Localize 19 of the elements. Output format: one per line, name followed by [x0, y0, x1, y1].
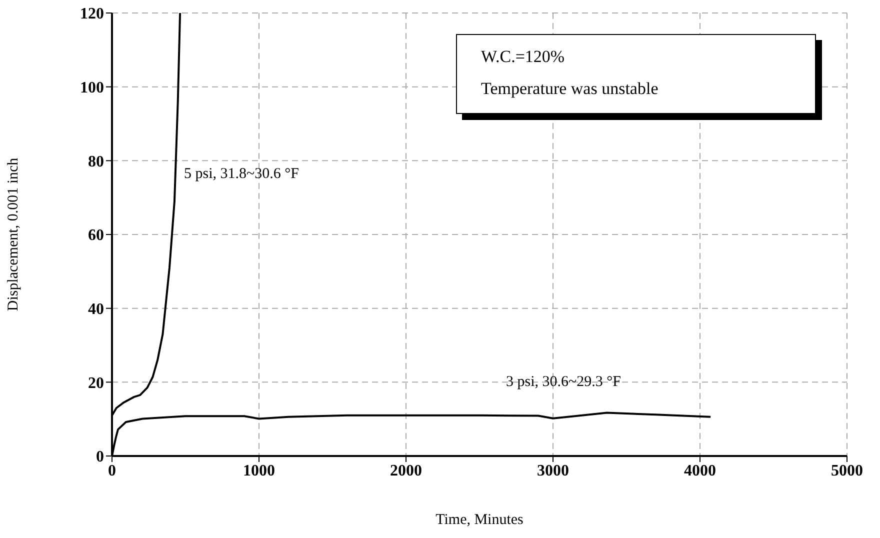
series-label: 5 psi, 31.8~30.6 °F — [184, 166, 299, 182]
y-tick-label: 0 — [96, 448, 104, 466]
x-tick-label: 3000 — [537, 462, 569, 480]
y-axis-title: Displacement, 0.001 inch — [5, 157, 22, 312]
y-tick-label: 100 — [80, 80, 104, 97]
y-tick-label: 60 — [88, 227, 104, 244]
x-tick-label: 4000 — [684, 462, 716, 480]
annotation: W.C.=120% — [480, 46, 566, 68]
y-tick-label: 80 — [88, 153, 104, 170]
x-tick-label: 0 — [108, 462, 116, 480]
x-tick-label: 2000 — [390, 462, 422, 480]
series-label: 3 psi, 30.6~29.3 °F — [506, 374, 621, 390]
y-tick-label: 120 — [80, 6, 104, 23]
annotation: Temperature was unstable — [480, 78, 660, 100]
x-tick-label: 1000 — [243, 462, 275, 480]
y-tick-label: 20 — [88, 374, 104, 392]
x-tick-label: 5000 — [831, 462, 863, 480]
y-tick-label: 40 — [88, 301, 104, 318]
x-axis-title: Time, Minutes — [436, 512, 524, 528]
